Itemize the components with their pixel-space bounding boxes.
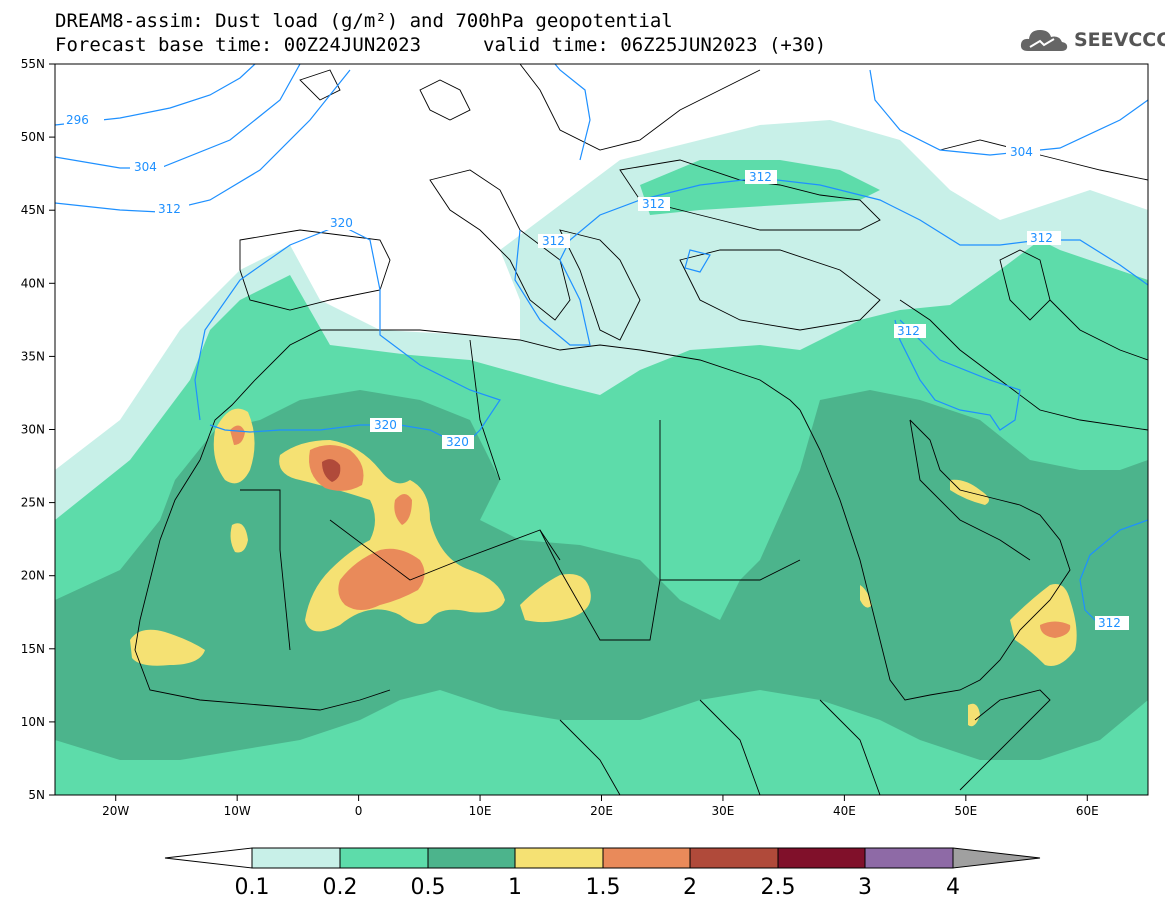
lon-label: 50E — [954, 804, 977, 818]
lat-label: 10N — [21, 715, 45, 729]
contour-label: 320 — [446, 435, 469, 449]
contour-label: 312 — [542, 234, 565, 248]
contour-label: 312 — [749, 170, 772, 184]
colorbar-tick-label: 3 — [858, 875, 872, 900]
colorbar-tick-label: 0.1 — [235, 875, 270, 900]
lon-label: 30E — [712, 804, 735, 818]
lat-label: 20N — [21, 569, 45, 583]
lon-label: 40E — [833, 804, 856, 818]
contour-labels: 296 304 312 320 312 312 312 304 312 312 … — [64, 113, 1129, 630]
lon-label: 10E — [469, 804, 492, 818]
lat-label: 45N — [21, 203, 45, 217]
latitude-axis: 55N 50N 45N 40N 35N 30N 25N 20N 15N 10N 5N — [21, 57, 55, 802]
contour-label: 312 — [897, 324, 920, 338]
colorbar-segment — [864, 847, 954, 869]
chart-title: DREAM8-assim: Dust load (g/m²) and 700hP… — [55, 10, 673, 32]
lat-label: 50N — [21, 130, 45, 144]
logo: SEEVCCC — [1018, 25, 1165, 55]
colorbar-tick-label: 1.5 — [586, 875, 621, 900]
contour-label: 304 — [1010, 145, 1033, 159]
dust-field — [55, 64, 1148, 795]
cloud-icon — [1020, 30, 1068, 51]
colorbar-tick-label: 1 — [508, 875, 522, 900]
colorbar-segment — [777, 847, 866, 869]
contour-label: 312 — [1098, 616, 1121, 630]
contour-label: 312 — [1030, 231, 1053, 245]
colorbar-segment — [339, 847, 429, 869]
colorbar-tick-label: 2.5 — [761, 875, 796, 900]
geopotential-contours — [55, 64, 1148, 626]
contour-label: 296 — [66, 113, 89, 127]
colorbar-low-triangle — [164, 847, 253, 869]
lon-label: 60E — [1076, 804, 1099, 818]
lat-label: 30N — [21, 423, 45, 437]
lat-label: 55N — [21, 57, 45, 71]
contour-label: 312 — [642, 197, 665, 211]
lat-label: 35N — [21, 349, 45, 363]
colorbar-tick-label: 2 — [683, 875, 697, 900]
colorbar-segment — [514, 847, 604, 869]
colorbar — [164, 847, 1041, 869]
longitude-axis: 20W 10W 0 10E 20E 30E 40E 50E 60E — [102, 795, 1099, 818]
lon-label: 20E — [590, 804, 613, 818]
valid-time: valid time: 06Z25JUN2023 (+30) — [483, 34, 827, 56]
contour-label: 320 — [374, 418, 397, 432]
colorbar-labels: 0.1 0.2 0.5 1 1.5 2 2.5 3 4 — [235, 875, 961, 900]
colorbar-segment — [251, 847, 341, 869]
lat-label: 40N — [21, 276, 45, 290]
colorbar-segment — [689, 847, 779, 869]
lon-label: 20W — [102, 804, 129, 818]
colorbar-tick-label: 4 — [946, 875, 960, 900]
contour-label: 320 — [330, 216, 353, 230]
coastlines — [134, 64, 1148, 795]
lon-label: 10W — [224, 804, 251, 818]
lat-label: 5N — [28, 788, 45, 802]
lon-label: 0 — [355, 804, 363, 818]
colorbar-tick-label: 0.2 — [323, 875, 358, 900]
dust-band-2 — [322, 459, 341, 482]
forecast-base-time: Forecast base time: 00Z24JUN2023 — [55, 34, 422, 56]
contour-label: 312 — [158, 202, 181, 216]
colorbar-tick-label: 0.5 — [411, 875, 446, 900]
logo-text: SEEVCCC — [1074, 29, 1165, 51]
colorbar-high-triangle — [952, 847, 1041, 869]
colorbar-segment — [602, 847, 691, 869]
lat-label: 25N — [21, 496, 45, 510]
colorbar-segment — [427, 847, 516, 869]
lat-label: 15N — [21, 642, 45, 656]
contour-label: 304 — [134, 160, 157, 174]
